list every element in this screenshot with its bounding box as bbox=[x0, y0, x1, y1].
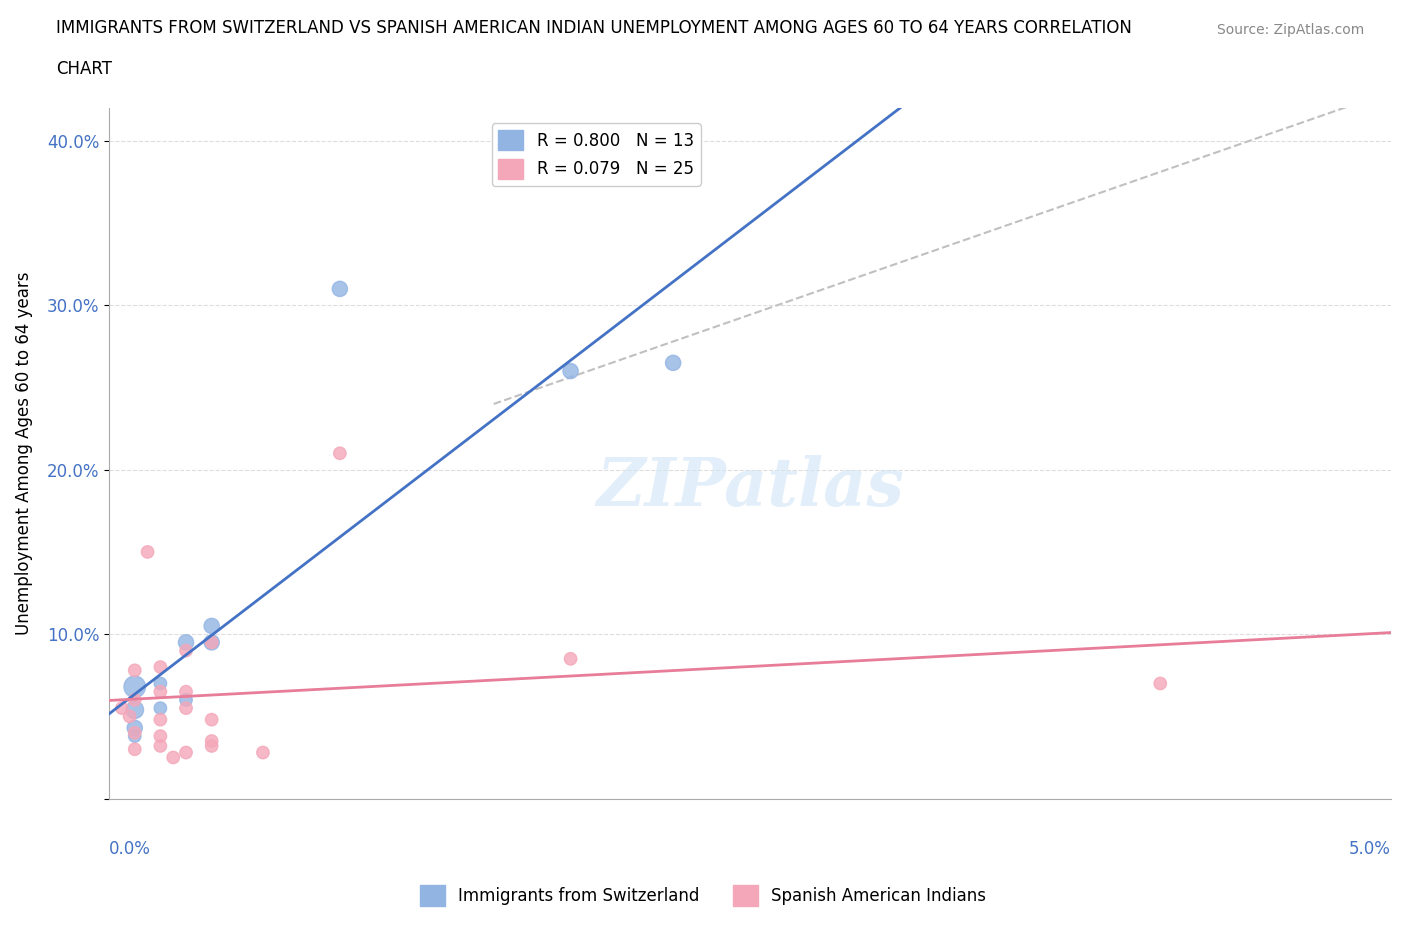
Point bbox=[174, 635, 197, 650]
Point bbox=[118, 709, 141, 724]
Point bbox=[149, 712, 172, 727]
Point bbox=[560, 651, 582, 666]
Point bbox=[136, 544, 159, 559]
Y-axis label: Unemployment Among Ages 60 to 64 years: Unemployment Among Ages 60 to 64 years bbox=[15, 272, 32, 635]
Point bbox=[124, 728, 146, 743]
Point bbox=[149, 684, 172, 699]
Point bbox=[124, 663, 146, 678]
Text: Source: ZipAtlas.com: Source: ZipAtlas.com bbox=[1216, 23, 1364, 37]
Point bbox=[111, 700, 134, 715]
Legend: R = 0.800   N = 13, R = 0.079   N = 25: R = 0.800 N = 13, R = 0.079 N = 25 bbox=[492, 124, 700, 186]
Point bbox=[560, 364, 582, 379]
Legend: Immigrants from Switzerland, Spanish American Indians: Immigrants from Switzerland, Spanish Ame… bbox=[413, 879, 993, 912]
Point bbox=[201, 618, 224, 633]
Point bbox=[201, 734, 224, 749]
Point bbox=[162, 750, 184, 764]
Point bbox=[124, 721, 146, 736]
Text: 0.0%: 0.0% bbox=[110, 840, 150, 857]
Point bbox=[124, 742, 146, 757]
Point bbox=[149, 728, 172, 743]
Point bbox=[201, 635, 224, 650]
Point bbox=[662, 355, 685, 370]
Point bbox=[124, 693, 146, 708]
Point bbox=[124, 679, 146, 694]
Point bbox=[149, 659, 172, 674]
Point bbox=[252, 745, 274, 760]
Point bbox=[329, 282, 352, 297]
Point bbox=[201, 712, 224, 727]
Text: CHART: CHART bbox=[56, 60, 112, 78]
Point bbox=[124, 725, 146, 740]
Point bbox=[174, 693, 197, 708]
Point bbox=[201, 635, 224, 650]
Point bbox=[124, 702, 146, 717]
Point bbox=[201, 738, 224, 753]
Point bbox=[329, 445, 352, 460]
Point bbox=[149, 738, 172, 753]
Point bbox=[149, 700, 172, 715]
Point bbox=[149, 676, 172, 691]
Point bbox=[174, 684, 197, 699]
Text: IMMIGRANTS FROM SWITZERLAND VS SPANISH AMERICAN INDIAN UNEMPLOYMENT AMONG AGES 6: IMMIGRANTS FROM SWITZERLAND VS SPANISH A… bbox=[56, 19, 1132, 36]
Point bbox=[174, 700, 197, 715]
Text: ZIPatlas: ZIPatlas bbox=[596, 456, 904, 520]
Point bbox=[174, 644, 197, 658]
Text: 5.0%: 5.0% bbox=[1350, 840, 1391, 857]
Point bbox=[174, 745, 197, 760]
Point bbox=[1149, 676, 1171, 691]
